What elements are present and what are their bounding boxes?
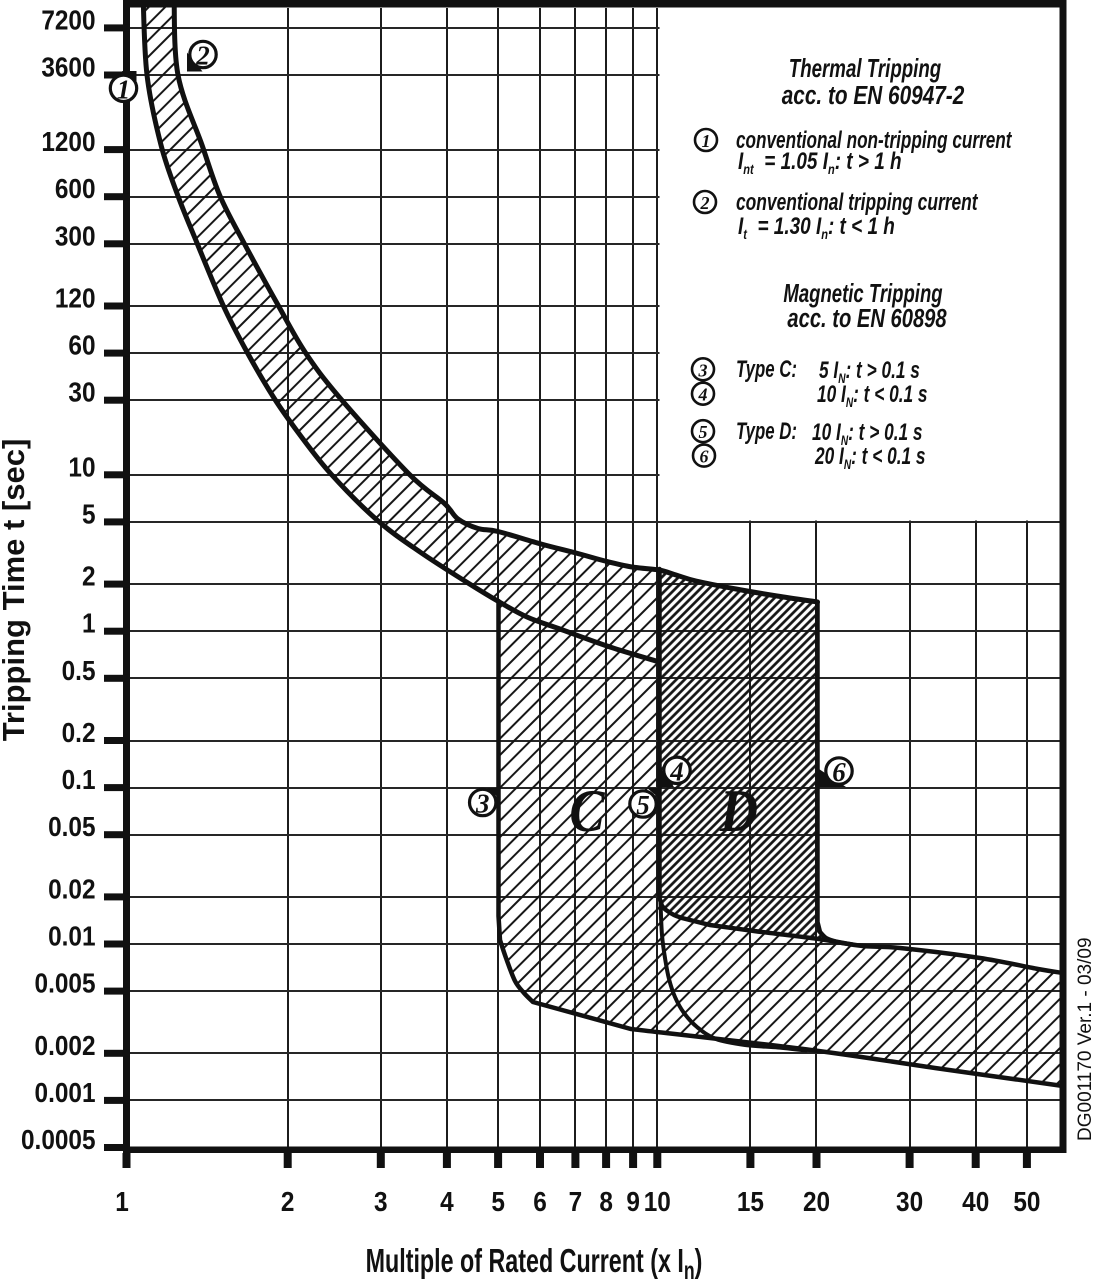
svg-text:10: 10 <box>68 451 95 483</box>
svg-text:0.5: 0.5 <box>62 654 96 686</box>
svg-text:6: 6 <box>700 447 709 467</box>
svg-text:0.02: 0.02 <box>48 873 95 905</box>
svg-text:15: 15 <box>737 1185 764 1217</box>
svg-text:3: 3 <box>475 789 490 819</box>
svg-text:2: 2 <box>82 560 96 592</box>
svg-text:1: 1 <box>117 74 131 104</box>
svg-text:0.002: 0.002 <box>35 1029 96 1061</box>
svg-text:40: 40 <box>962 1185 989 1217</box>
svg-text:8: 8 <box>599 1185 613 1217</box>
svg-text:600: 600 <box>55 173 96 205</box>
svg-text:50: 50 <box>1013 1185 1040 1217</box>
svg-text:7200: 7200 <box>41 4 95 36</box>
svg-text:4: 4 <box>440 1185 454 1217</box>
svg-text:3: 3 <box>374 1185 388 1217</box>
svg-text:1: 1 <box>82 607 96 639</box>
svg-text:3: 3 <box>698 360 708 380</box>
svg-text:Tripping Time t [sec]: Tripping Time t [sec] <box>0 439 31 742</box>
svg-text:2: 2 <box>195 41 210 71</box>
svg-text:5: 5 <box>699 422 708 442</box>
svg-text:conventional tripping current: conventional tripping current <box>736 189 978 215</box>
svg-text:5: 5 <box>491 1185 505 1217</box>
svg-text:6: 6 <box>533 1185 547 1217</box>
svg-text:acc. to EN 60898: acc. to EN 60898 <box>787 304 946 333</box>
svg-text:10 IN​: t < 0.1 s: 10 IN​: t < 0.1 s <box>817 381 928 410</box>
svg-text:4: 4 <box>698 385 708 405</box>
svg-text:5: 5 <box>636 790 650 820</box>
svg-text:20 IN​: t < 0.1 s: 20 IN​: t < 0.1 s <box>814 443 925 472</box>
svg-text:2: 2 <box>700 193 710 213</box>
svg-text:5: 5 <box>82 498 96 530</box>
svg-text:10: 10 <box>644 1185 671 1217</box>
svg-text:conventional non-tripping curr: conventional non-tripping current <box>736 127 1012 153</box>
svg-text:C: C <box>569 779 605 845</box>
svg-text:Multiple of Rated Current (x I: Multiple of Rated Current (x In) <box>366 1243 703 1280</box>
svg-text:1: 1 <box>115 1185 129 1217</box>
svg-text:3600: 3600 <box>41 51 95 83</box>
svg-text:0.001: 0.001 <box>35 1076 96 1108</box>
svg-text:Thermal Tripping: Thermal Tripping <box>789 53 942 83</box>
svg-text:It​ = 1.30 In​: t < 1 h: It​ = 1.30 In​: t < 1 h <box>738 212 895 243</box>
svg-text:120: 120 <box>55 282 96 314</box>
svg-text:1: 1 <box>702 131 711 151</box>
svg-text:acc. to EN 60947-2: acc. to EN 60947-2 <box>782 81 965 110</box>
svg-text:6: 6 <box>832 757 846 787</box>
svg-text:2: 2 <box>281 1185 295 1217</box>
svg-text:0.2: 0.2 <box>62 716 96 748</box>
svg-text:0.005: 0.005 <box>35 967 96 999</box>
svg-text:0.1: 0.1 <box>62 763 96 795</box>
svg-text:0.0005: 0.0005 <box>21 1123 95 1155</box>
svg-text:4: 4 <box>669 756 684 786</box>
svg-text:30: 30 <box>896 1185 923 1217</box>
svg-text:0.01: 0.01 <box>48 920 95 952</box>
svg-text:5 IN​: t > 0.1 s: 5 IN​: t > 0.1 s <box>819 357 920 386</box>
svg-text:1200: 1200 <box>41 125 95 157</box>
svg-text:D: D <box>719 779 758 845</box>
svg-text:9: 9 <box>626 1185 640 1217</box>
svg-text:7: 7 <box>569 1185 583 1217</box>
svg-text:300: 300 <box>55 220 96 252</box>
svg-text:Type D:: Type D: <box>736 418 797 445</box>
svg-text:Int​ = 1.05 In​: t > 1 h: Int​ = 1.05 In​: t > 1 h <box>738 147 902 178</box>
svg-text:20: 20 <box>803 1185 830 1217</box>
svg-text:Magnetic Tripping: Magnetic Tripping <box>783 279 942 308</box>
svg-text:0.05: 0.05 <box>48 811 95 843</box>
svg-text:60: 60 <box>68 329 95 361</box>
svg-text:DG001170 Ver.1 - 03/09: DG001170 Ver.1 - 03/09 <box>1075 937 1094 1141</box>
svg-text:Type C:: Type C: <box>736 356 797 383</box>
svg-text:10 IN​: t > 0.1 s: 10 IN​: t > 0.1 s <box>812 419 923 448</box>
svg-text:30: 30 <box>68 376 95 408</box>
